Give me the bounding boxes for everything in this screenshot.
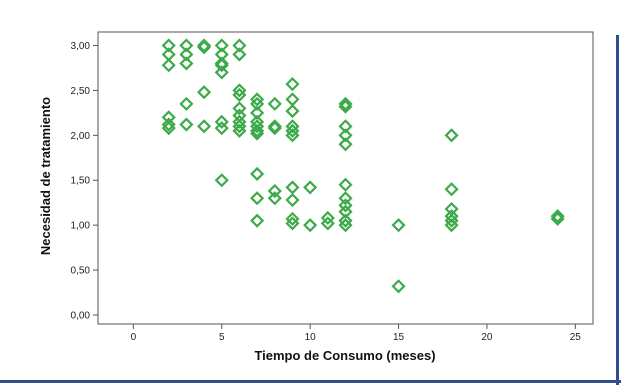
data-point xyxy=(161,38,176,53)
data-point xyxy=(250,105,265,120)
data-point xyxy=(214,65,229,80)
page-border-bottom xyxy=(0,380,621,383)
data-point xyxy=(550,211,565,226)
data-point xyxy=(338,213,353,228)
data-point xyxy=(250,166,265,182)
data-point xyxy=(161,121,176,136)
data-point xyxy=(303,218,318,233)
x-tick-label: 10 xyxy=(305,332,317,343)
data-point xyxy=(338,198,353,213)
data-point xyxy=(232,38,247,53)
y-axis: 0,00 0,50 1,00 1,50 2,00 2,50 3,00 xyxy=(71,41,98,322)
data-point xyxy=(285,211,300,226)
data-point xyxy=(285,180,300,195)
data-point xyxy=(250,213,265,228)
data-point xyxy=(444,209,459,224)
data-point xyxy=(161,58,176,73)
data-point xyxy=(214,121,229,136)
data-point xyxy=(232,119,247,134)
data-point xyxy=(444,128,459,143)
data-point xyxy=(232,101,247,116)
y-tick-label: 0,00 xyxy=(71,311,91,322)
data-point xyxy=(338,137,353,152)
data-point xyxy=(250,126,265,141)
data-point xyxy=(267,191,282,206)
data-point xyxy=(550,209,565,224)
data-point xyxy=(267,119,282,134)
x-tick-label: 5 xyxy=(219,332,225,343)
data-point xyxy=(320,210,335,226)
data-point xyxy=(391,218,406,233)
data-point xyxy=(232,123,247,138)
data-point xyxy=(250,92,265,107)
data-point xyxy=(285,119,300,134)
data-point xyxy=(179,96,194,111)
data-point xyxy=(179,38,194,53)
data-point xyxy=(338,191,353,206)
data-point xyxy=(391,279,406,294)
data-point xyxy=(250,123,265,138)
data-point xyxy=(338,119,353,134)
data-point xyxy=(338,96,353,111)
data-point xyxy=(303,180,318,195)
data-point xyxy=(250,119,265,134)
data-point xyxy=(179,56,194,71)
data-point xyxy=(285,77,300,92)
data-point xyxy=(285,123,300,138)
data-point xyxy=(267,183,282,199)
page-border-right xyxy=(616,35,619,385)
y-tick-label: 2,50 xyxy=(71,86,91,97)
data-point xyxy=(197,40,212,55)
y-tick-label: 1,00 xyxy=(71,221,91,232)
y-tick-label: 2,00 xyxy=(71,131,91,142)
data-point xyxy=(338,128,353,143)
data-point xyxy=(197,38,212,53)
data-point xyxy=(285,104,300,119)
data-point xyxy=(214,56,229,71)
data-point xyxy=(338,99,353,114)
scatter-points xyxy=(161,38,565,294)
data-point xyxy=(232,83,247,98)
data-point xyxy=(285,216,300,231)
data-point xyxy=(267,96,282,111)
data-point xyxy=(214,173,229,188)
data-point xyxy=(250,191,265,206)
data-point xyxy=(267,121,282,136)
data-point xyxy=(214,58,229,73)
data-point xyxy=(214,38,229,53)
data-point xyxy=(444,182,459,197)
x-axis-title: Tiempo de Consumo (meses) xyxy=(254,348,435,363)
x-axis: 0 5 10 15 20 25 xyxy=(131,324,582,343)
y-tick-label: 3,00 xyxy=(71,41,91,52)
data-point xyxy=(285,192,300,208)
x-tick-label: 20 xyxy=(481,332,493,343)
data-point xyxy=(214,114,229,129)
data-point xyxy=(232,47,247,62)
x-tick-label: 15 xyxy=(393,332,405,343)
data-point xyxy=(444,218,459,233)
data-point xyxy=(197,85,212,100)
y-tick-label: 1,50 xyxy=(71,176,91,187)
data-point xyxy=(250,96,265,111)
y-axis-title: Necesidad de tratamiento xyxy=(38,97,53,255)
data-point xyxy=(232,87,247,102)
data-point xyxy=(232,114,247,129)
data-point xyxy=(338,218,353,233)
data-point xyxy=(320,216,335,231)
data-point xyxy=(197,119,212,134)
data-point xyxy=(285,128,300,143)
data-point xyxy=(179,47,194,62)
data-point xyxy=(161,117,176,132)
x-tick-label: 0 xyxy=(131,332,137,343)
data-point xyxy=(444,213,459,228)
data-point xyxy=(338,177,353,192)
data-point xyxy=(179,117,194,132)
x-tick-label: 25 xyxy=(570,332,582,343)
y-tick-label: 0,50 xyxy=(71,266,91,277)
data-point xyxy=(338,204,353,219)
